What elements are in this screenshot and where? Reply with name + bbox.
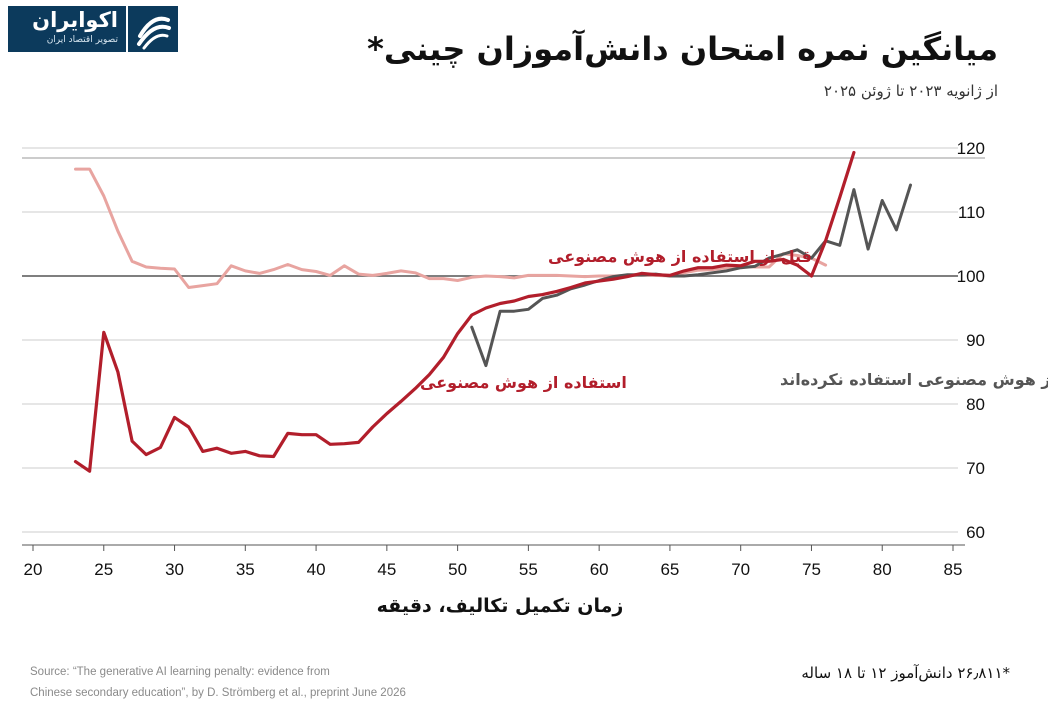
x-tick-label: 75 xyxy=(802,560,821,579)
logo-mark-icon xyxy=(128,6,178,52)
x-tick-label: 80 xyxy=(873,560,892,579)
y-tick-label: 90 xyxy=(966,331,985,350)
y-tick-label: 100 xyxy=(957,267,985,286)
y-tick-label: 120 xyxy=(957,139,985,158)
x-tick-label: 30 xyxy=(165,560,184,579)
x-tick-label: 85 xyxy=(944,560,963,579)
footnote: *۲۶٫۸۱۱ دانش‌آموز ۱۲ تا ۱۸ ساله xyxy=(801,664,1010,682)
y-tick-label: 70 xyxy=(966,459,985,478)
source-line-1: Source: “The generative AI learning pena… xyxy=(30,666,330,678)
series-line xyxy=(470,183,912,368)
x-tick-label: 40 xyxy=(307,560,326,579)
x-tick-label: 35 xyxy=(236,560,255,579)
x-tick-label: 45 xyxy=(377,560,396,579)
page-subtitle: از ژانویه ۲۰۲۳ تا ژوئن ۲۰۲۵ xyxy=(823,82,998,100)
source-line-2: Chinese secondary education”, by D. Strö… xyxy=(30,687,406,699)
series-label: هرگز از هوش مصنوعی استفاده نکرده‌اند xyxy=(780,370,1048,389)
x-tick-label: 55 xyxy=(519,560,538,579)
x-tick-label: 70 xyxy=(731,560,750,579)
logo-tagline: تصویر اقتصاد ایران xyxy=(46,35,118,45)
brand-logo: اکوایران تصویر اقتصاد ایران xyxy=(8,6,178,52)
series-line xyxy=(73,150,856,473)
y-tick-label: 60 xyxy=(966,523,985,542)
x-tick-label: 65 xyxy=(660,560,679,579)
series-label: قبل از استفاده از هوش مصنوعی xyxy=(548,247,812,266)
source-note: Source: “The generative AI learning pena… xyxy=(30,662,406,704)
y-tick-label: 80 xyxy=(966,395,985,414)
y-tick-label: 110 xyxy=(958,203,985,222)
x-tick-label: 50 xyxy=(448,560,467,579)
x-tick-label: 20 xyxy=(24,560,43,579)
series-line xyxy=(74,167,828,289)
x-tick-label: 60 xyxy=(590,560,609,579)
logo-wordmark: اکوایران تصویر اقتصاد ایران xyxy=(8,6,126,52)
logo-name: اکوایران xyxy=(32,8,118,32)
x-tick-label: 25 xyxy=(94,560,113,579)
series-label: استفاده از هوش مصنوعی xyxy=(420,373,627,392)
x-axis-title: زمان تکمیل تکالیف، دقیقه xyxy=(377,595,624,617)
page-title: میانگین نمره امتحان دانش‌آموزان چینی* xyxy=(367,30,998,68)
